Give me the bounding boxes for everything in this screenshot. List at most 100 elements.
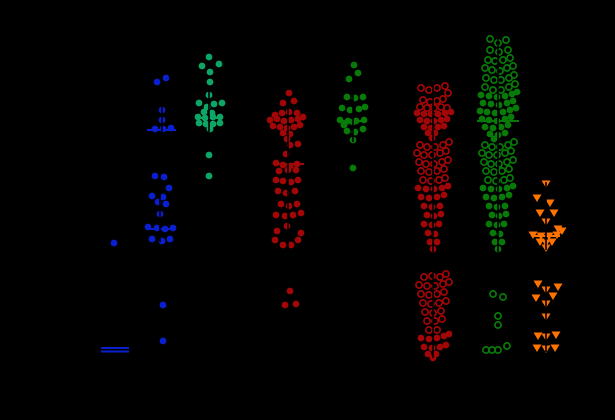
col8-orange-triangles-point [551, 331, 561, 339]
col6-dark-red-filled-point [440, 122, 448, 130]
col4-dark-red-point [285, 202, 293, 210]
col7-dark-green-open-point [495, 48, 503, 56]
col4-dark-red-point [273, 227, 281, 235]
col6-dark-red-open-point [419, 176, 427, 184]
col6-dark-red-open-point [441, 82, 449, 90]
col7-dark-green-open-point [507, 147, 515, 155]
col2-blue-point [153, 224, 161, 232]
col7-dark-green-filled-point [499, 108, 507, 116]
col6-dark-red-open-point [420, 273, 428, 281]
col2-blue-point [166, 235, 174, 243]
col6-dark-red-open-point [420, 151, 428, 159]
col4-dark-red-point [273, 115, 281, 123]
col6-dark-red-filled-point [433, 334, 441, 342]
col7-dark-green-open-point [506, 54, 514, 62]
col6-dark-red-open-point [433, 326, 441, 334]
col2-blue-point [162, 200, 170, 208]
col2-blue-point [144, 223, 152, 231]
col4-dark-red-point [290, 123, 298, 131]
col5-dark-green-point [338, 104, 346, 112]
col8-orange-triangles-point [547, 238, 557, 246]
col7-dark-green-filled-point [483, 108, 491, 116]
col3-spring-green-point [206, 125, 214, 133]
col6-dark-red-open-point [433, 167, 441, 175]
col2-blue-point [148, 192, 156, 200]
col7-dark-green-filled-point [495, 185, 503, 193]
col7-dark-green-open-point [488, 143, 496, 151]
col7-dark-green-filled-point [493, 203, 501, 211]
col2-blue-point [159, 193, 167, 201]
col5-dark-green-point [359, 125, 367, 133]
col4-dark-red-point [281, 301, 289, 309]
col8-orange-triangles-point [549, 209, 559, 217]
col4-dark-red-point [294, 236, 302, 244]
col6-dark-red-open-point [430, 160, 438, 168]
col4-dark-red-point [271, 236, 279, 244]
col7-dark-green-filled-point [485, 92, 493, 100]
col4-dark-red-point [289, 211, 297, 219]
col6-dark-red-filled-point [433, 238, 441, 246]
col6-dark-red-open-point [431, 317, 439, 325]
col7-dark-green-filled-point [489, 229, 497, 237]
col6-dark-red-open-point [419, 96, 427, 104]
col6-dark-red-open-point [436, 273, 444, 281]
col6-dark-red-filled-point [443, 115, 451, 123]
col6-dark-red-filled-point [442, 341, 450, 349]
col7-dark-green-filled-point [495, 212, 503, 220]
col8-orange-triangles-point [532, 194, 542, 202]
col7-dark-green-open-point [499, 293, 507, 301]
col6-dark-red-filled-point [444, 182, 452, 190]
col2-blue-point [148, 235, 156, 243]
col4-dark-red-point [269, 122, 277, 130]
col8-orange-triangles-point [536, 232, 546, 240]
col7-dark-green-filled-point [490, 135, 498, 143]
col7-dark-green-filled-point [485, 220, 493, 228]
col4-dark-red-point [272, 159, 280, 167]
col7-dark-green-open-point [504, 46, 512, 54]
col7-dark-green-open-point [503, 342, 511, 350]
col7-dark-green-open-point [505, 83, 513, 91]
col3-spring-green-point [206, 68, 214, 76]
col4-dark-red-point [279, 129, 287, 137]
col7-dark-green-open-point [478, 149, 486, 157]
col7-dark-green-filled-point [493, 221, 501, 229]
col6-dark-red-filled-point [426, 238, 434, 246]
col6-dark-red-filled-point [435, 220, 443, 228]
col7-dark-green-filled-point [490, 194, 498, 202]
col4-dark-red-point [287, 178, 295, 186]
col7-dark-green-filled-point [513, 88, 521, 96]
col5-dark-green-point [345, 75, 353, 83]
col7-dark-green-filled-point [487, 185, 495, 193]
col6-dark-red-open-point [438, 315, 446, 323]
col4-dark-red-point [285, 108, 293, 116]
col7-dark-green-filled-point [488, 211, 496, 219]
col7-dark-green-filled-point [481, 123, 489, 131]
col7-dark-green-filled-point [495, 101, 503, 109]
col3-spring-green-point [216, 113, 224, 121]
col6-dark-red-filled-point [420, 110, 428, 118]
col6-dark-red-filled-point [428, 344, 436, 352]
col7-dark-green-filled-point [486, 130, 494, 138]
col6-dark-red-open-point [417, 84, 425, 92]
col4-dark-red-point [272, 176, 280, 184]
col6-dark-red-open-point [425, 291, 433, 299]
col5-dark-green-point [340, 121, 348, 129]
col7-dark-green-filled-point [512, 104, 520, 112]
col7-dark-green-open-point [480, 158, 488, 166]
col8-orange-triangles-point [533, 280, 543, 288]
col7-dark-green-open-point [481, 64, 489, 72]
col2-blue-point [165, 184, 173, 192]
col6-dark-red-open-point [423, 143, 431, 151]
col6-dark-red-open-point [440, 288, 448, 296]
col5-dark-green-point [343, 127, 351, 135]
col4-dark-red-point [280, 117, 288, 125]
col7-dark-green-filled-point [501, 202, 509, 210]
col4-dark-red-point [279, 99, 287, 107]
col7-dark-green-open-point [499, 56, 507, 64]
col2-blue-point [159, 301, 167, 309]
col7-dark-green-open-point [502, 36, 510, 44]
col6-dark-red-open-point [442, 270, 450, 278]
col4-dark-red-point [283, 135, 291, 143]
col6-dark-red-filled-point [424, 129, 432, 137]
